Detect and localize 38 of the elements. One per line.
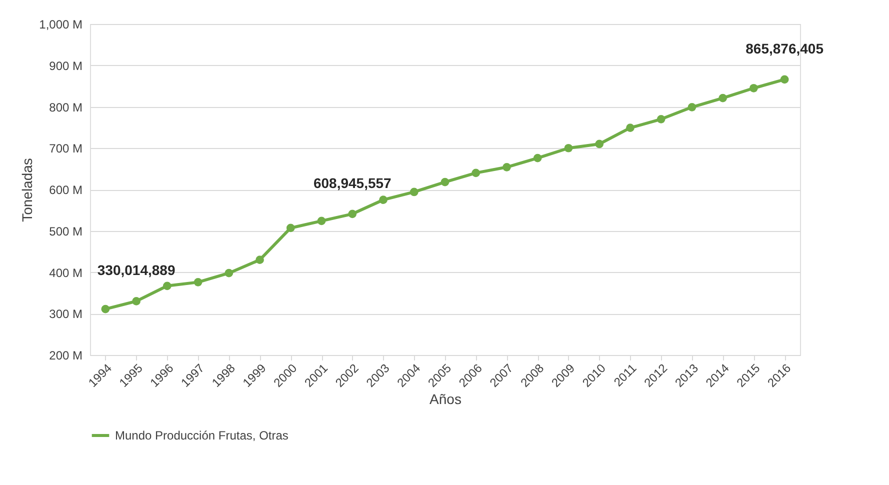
y-tick-label: 900 M	[49, 58, 82, 73]
y-tick-label: 500 M	[49, 224, 82, 238]
point	[348, 210, 357, 218]
point	[564, 144, 573, 152]
point	[780, 75, 789, 84]
point	[750, 84, 758, 92]
point	[718, 94, 728, 102]
point	[656, 114, 666, 124]
point	[132, 297, 140, 306]
point	[688, 102, 696, 112]
y-tick-label: 300 M	[49, 307, 82, 322]
point	[502, 162, 511, 172]
point	[410, 188, 418, 196]
point	[101, 304, 110, 314]
y-axis-title: Toneladas	[19, 158, 36, 222]
y-tick-label: 400 M	[49, 266, 82, 280]
point	[472, 168, 480, 178]
point	[286, 224, 295, 232]
point	[626, 124, 634, 132]
annotation: 330,014,889	[97, 262, 176, 278]
y-tick-label: 600 M	[49, 183, 82, 197]
y-tick-label: 1,000 M	[39, 18, 83, 32]
annotation: 865,876,405	[746, 40, 824, 56]
annotation: 608,945,557	[313, 174, 392, 191]
point	[194, 278, 202, 286]
point	[256, 256, 264, 264]
y-tick-label: 800 M	[49, 100, 82, 114]
legend-label: Mundo Producción Frutas, Otras	[115, 428, 288, 442]
point	[317, 216, 326, 226]
point	[440, 178, 450, 186]
point	[224, 268, 234, 278]
y-tick-label: 700 M	[49, 142, 82, 156]
point	[379, 196, 388, 204]
y-tick-label: 200 M	[49, 348, 82, 362]
point	[162, 282, 172, 290]
x-axis-title: Años	[430, 391, 462, 408]
point	[595, 140, 604, 148]
point	[533, 154, 542, 162]
